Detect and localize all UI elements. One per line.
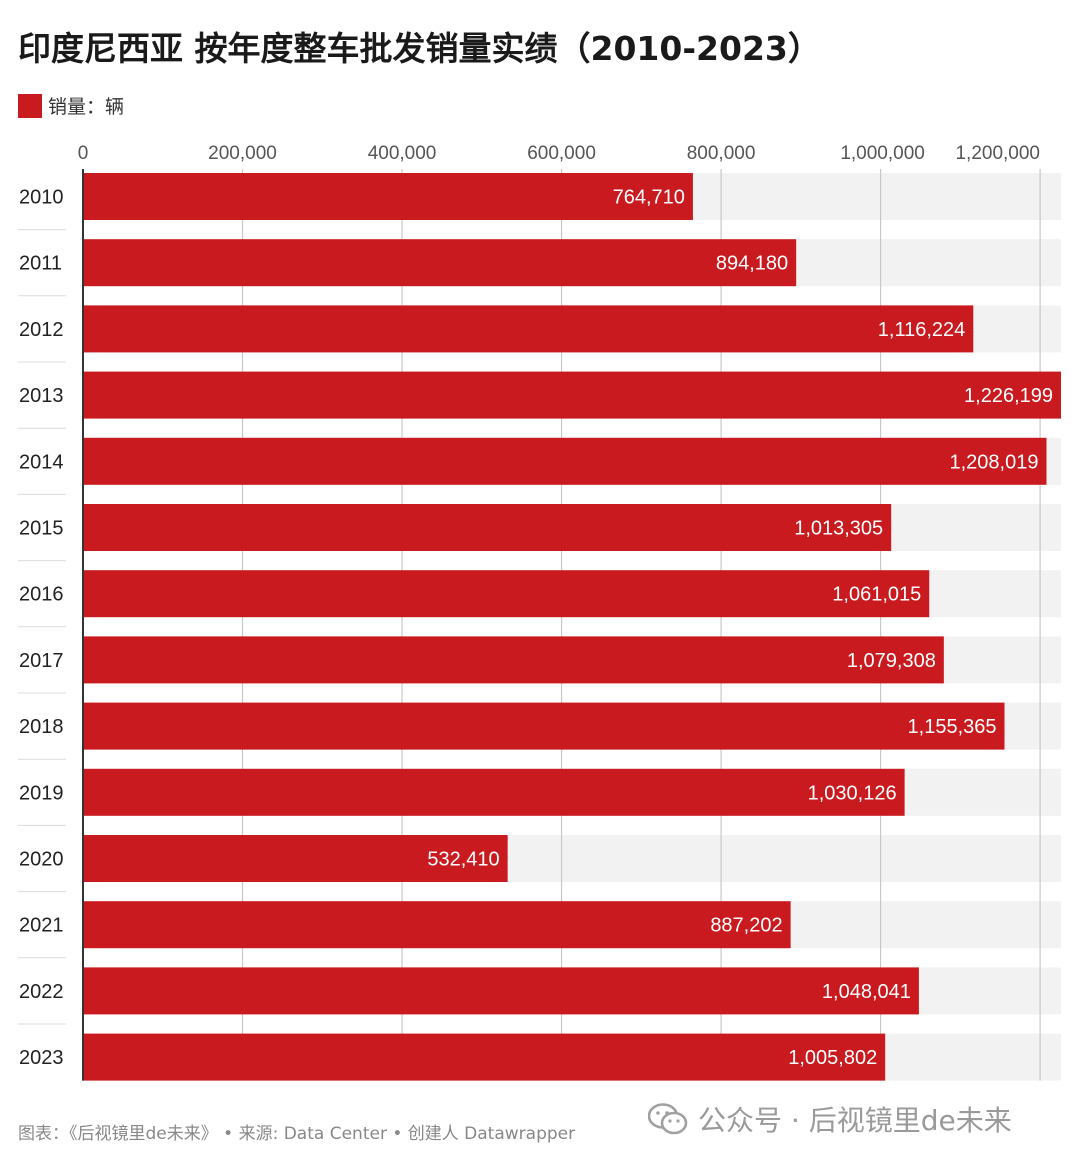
category-label: 2015 [19,518,64,540]
bar [83,636,944,684]
bar [83,702,1005,750]
legend-swatch [18,93,42,118]
category-label: 2013 [19,385,64,407]
value-label: 887,202 [710,915,782,937]
category-label: 2018 [19,716,64,738]
category-label: 2023 [19,1047,64,1069]
bar [83,305,974,353]
value-label: 1,208,019 [950,451,1039,473]
x-tick-label: 1,200,000 [955,143,1040,164]
footer-credits: 图表：《后视镜里de未来》 • 来源: Data Center • 创建人 Da… [18,1124,576,1144]
x-tick-label: 0 [78,143,89,164]
watermark-text: 公众号 · 后视镜里de未来 [698,1104,1012,1137]
bar [83,371,1061,419]
bar-chart: 0 200,000 400,000 600,000 800,000 1,000,000 1,… [18,143,1061,1081]
value-label: 1,013,305 [794,518,883,540]
value-label: 764,710 [613,187,685,209]
category-label: 2014 [19,451,64,473]
value-label: 1,226,199 [964,385,1053,407]
category-label: 2020 [19,849,64,871]
bar [83,504,892,551]
category-label: 2012 [19,319,64,341]
value-label: 532,410 [427,849,499,871]
category-label: 2019 [19,782,64,804]
x-tick-label: 1,000,000 [840,143,925,164]
value-label: 1,061,015 [832,584,921,606]
legend: 销量：辆 [18,92,124,119]
bar [83,239,797,287]
category-label: 2022 [19,981,64,1003]
value-label: 894,180 [716,253,788,275]
wechat-icon [648,1103,688,1135]
bar [83,1033,886,1081]
x-tick-label: 600,000 [527,143,596,164]
bar [83,901,791,949]
watermark: 公众号 · 后视镜里de未来 [648,1099,1012,1139]
category-label: 2011 [19,253,62,275]
legend-label: 销量：辆 [48,96,125,118]
bar [83,437,1047,485]
x-tick-label: 800,000 [687,143,756,164]
value-label: 1,005,802 [788,1047,877,1069]
value-label: 1,048,041 [822,981,911,1003]
bar [83,967,919,1015]
x-tick-label: 400,000 [368,143,437,164]
bar [83,570,930,618]
bar [83,768,905,816]
x-tick-label: 200,000 [208,143,277,164]
chart-title: 印度尼西亚 按年度整车批发销量实绩（2010-2023） [18,29,821,68]
category-label: 2017 [19,650,64,672]
value-label: 1,155,365 [908,716,997,738]
value-label: 1,116,224 [878,319,966,341]
value-label: 1,079,308 [847,650,936,672]
bar [83,835,508,882]
bar [83,173,693,220]
category-label: 2016 [19,584,64,606]
value-label: 1,030,126 [808,782,897,804]
category-label: 2021 [19,915,64,937]
category-label: 2010 [19,187,64,209]
